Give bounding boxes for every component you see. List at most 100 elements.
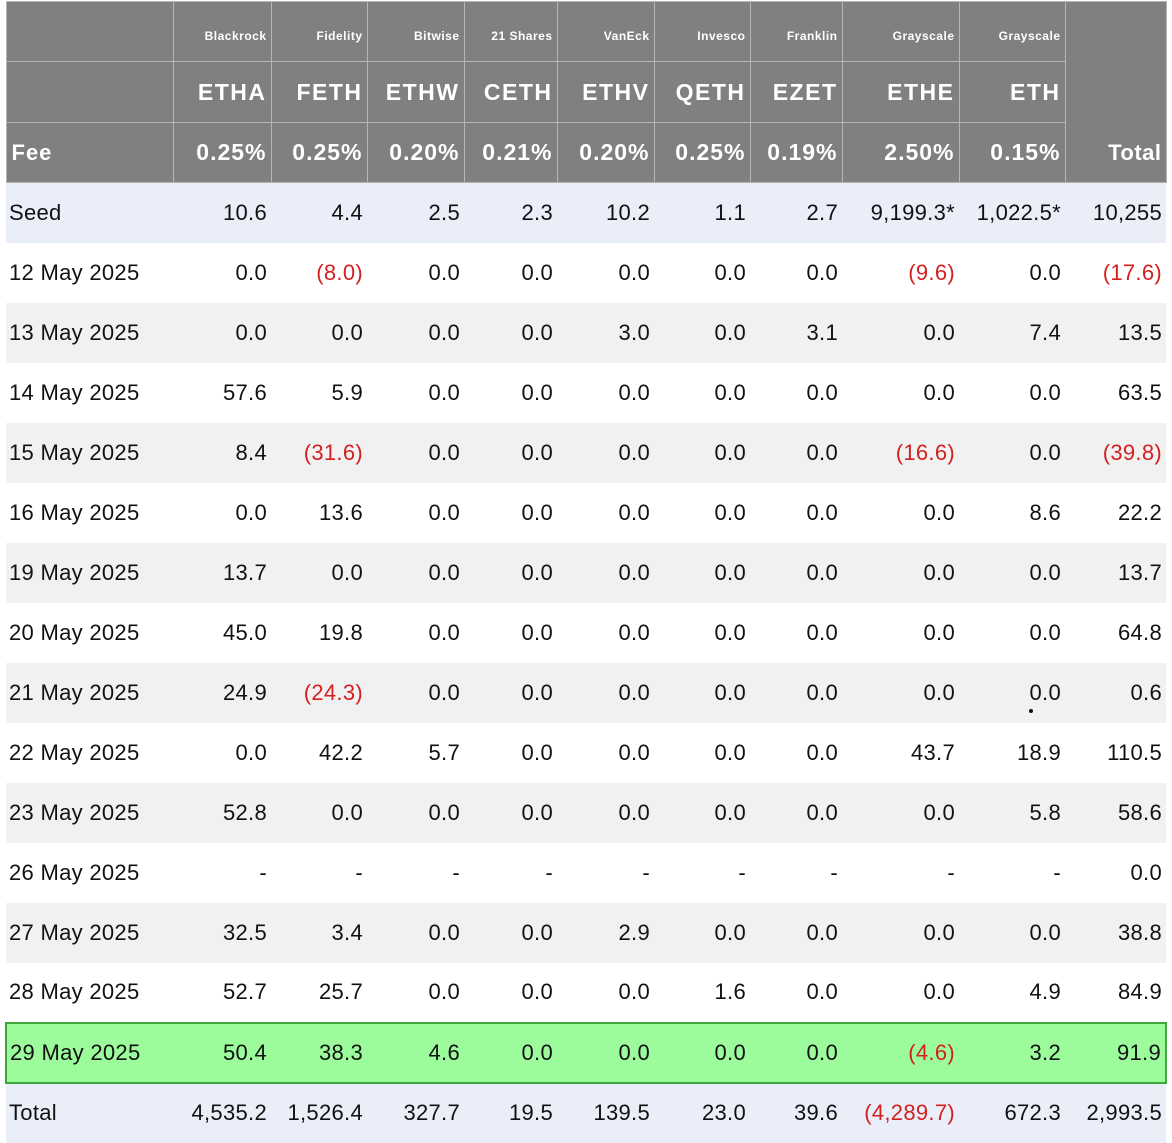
flow-value-cell: 139.5 <box>557 1082 654 1143</box>
flow-value-cell: (24.3) <box>271 662 367 723</box>
flow-value-cell: 2.3 <box>464 182 557 243</box>
row-date-label: 16 May 2025 <box>6 482 173 543</box>
flow-value-cell: (16.6) <box>842 422 959 483</box>
ticker-symbol: EZET <box>749 61 843 123</box>
table-row: 28 May 2025 52.7 25.7 0.0 0.0 0.0 1.6 0.0 0.0 4.9… <box>6 962 1166 1023</box>
flow-value-cell: 7.4 <box>959 302 1065 363</box>
table-row: 12 May 2025 0.0 (8.0) 0.0 0.0 0.0 0.0 0.0 (9.6) 0… <box>6 242 1166 303</box>
flow-value-cell: 0.0 <box>271 542 367 603</box>
flow-value-cell: 0.0 <box>654 602 750 663</box>
flow-value-cell: 0.0 <box>750 782 842 843</box>
flow-value-cell: 0.0 <box>959 542 1065 603</box>
flow-value-cell: 39.6 <box>750 1082 842 1143</box>
row-date-label: 14 May 2025 <box>6 362 173 423</box>
flow-value-cell: 0.0 <box>464 962 557 1023</box>
table-row: 14 May 2025 57.6 5.9 0.0 0.0 0.0 0.0 0.0 0.0 0.0 6… <box>6 362 1166 423</box>
flow-value-cell: - <box>842 842 959 903</box>
flow-value-cell: 0.0 <box>367 482 464 543</box>
flow-value-cell: 0.0 <box>750 362 842 423</box>
issuer-name: Invesco <box>653 1 751 62</box>
row-date-label: 12 May 2025 <box>6 242 173 303</box>
flow-value-cell: 0.0 <box>367 302 464 363</box>
flow-value-cell: 0.0 <box>464 542 557 603</box>
flow-value-cell: 4,535.2 <box>173 1082 271 1143</box>
flow-value-cell: 0.0 <box>750 1021 842 1084</box>
flow-value-cell: 1.1 <box>654 182 750 243</box>
flow-value-cell: 3.4 <box>271 902 367 963</box>
row-total-cell: 91.9 <box>1065 1021 1167 1084</box>
flow-value-cell: 0.0 <box>750 722 842 783</box>
row-total-cell: 2,993.5 <box>1065 1082 1166 1143</box>
flow-value-cell: (4,289.7) <box>842 1082 959 1143</box>
row-date-label: Total <box>6 1082 173 1143</box>
row-date-label: Seed <box>6 182 173 243</box>
flow-value-cell: 0.0 <box>557 242 654 303</box>
flow-value-cell: 0.0 <box>842 962 959 1023</box>
row-total-cell: 63.5 <box>1065 362 1166 423</box>
flow-value-cell: 0.0 <box>654 242 750 303</box>
flow-value-cell: 0.0 <box>367 242 464 303</box>
flow-value-cell: 0.0 <box>464 722 557 783</box>
table-row: 20 May 2025 45.0 19.8 0.0 0.0 0.0 0.0 0.0 0.0 0.0… <box>6 602 1166 663</box>
highlighted-table-row: 29 May 2025 50.4 38.3 4.6 0.0 0.0 0.0 0.0 (4.6) 3… <box>5 1021 1167 1084</box>
flow-value-cell: 0.0 <box>367 902 464 963</box>
flow-value-cell: 52.8 <box>173 782 271 843</box>
row-total-cell: 64.8 <box>1065 602 1166 663</box>
flow-value-cell: 0.0 <box>464 362 557 423</box>
flow-value-cell: 23.0 <box>654 1082 750 1143</box>
flow-value-cell: 0.0 <box>367 962 464 1023</box>
table-header: Blackrock Fidelity Bitwise 21 Shares VanEck I… <box>5 1 1167 183</box>
flow-value-cell: 0.0 <box>464 242 557 303</box>
flow-value-cell: 0.0 <box>557 542 654 603</box>
flow-value-cell: 0.0 <box>750 242 842 303</box>
row-date-label: 23 May 2025 <box>6 782 173 843</box>
flow-value-cell: 4.6 <box>367 1021 464 1084</box>
flow-value-cell: - <box>654 842 750 903</box>
table-row: 21 May 2025 24.9 (24.3) 0.0 0.0 0.0 0.0 0.0 0.0 0… <box>6 662 1166 723</box>
ticker-symbol: ETHW <box>366 61 465 123</box>
row-total-cell: 13.5 <box>1065 302 1166 363</box>
flow-value-cell: 52.7 <box>173 962 271 1023</box>
flow-value-cell: 0.0 <box>367 602 464 663</box>
issuer-name: Grayscale <box>841 1 960 62</box>
flow-value-cell: 0.0 <box>750 602 842 663</box>
flow-value-cell: 0.0 <box>842 482 959 543</box>
flow-value-cell: 0.0 <box>750 482 842 543</box>
row-total-cell: 110.5 <box>1065 722 1166 783</box>
issuer-name: Franklin <box>749 1 843 62</box>
flow-value-cell: 0.0 <box>464 482 557 543</box>
flow-value-cell: - <box>173 842 271 903</box>
flow-value-cell: 0.0 <box>959 662 1065 723</box>
row-total-cell: 38.8 <box>1065 902 1166 963</box>
flow-value-cell: 0.0 <box>654 422 750 483</box>
row-date-label: 29 May 2025 <box>5 1021 173 1084</box>
row-total-cell: (17.6) <box>1065 242 1166 303</box>
row-date-label: 22 May 2025 <box>6 722 173 783</box>
table-row: 27 May 2025 32.5 3.4 0.0 0.0 2.9 0.0 0.0 0.0 0.0 3… <box>6 902 1166 963</box>
table-row: 19 May 2025 13.7 0.0 0.0 0.0 0.0 0.0 0.0 0.0 0.0 1… <box>6 542 1166 603</box>
table-row: 23 May 2025 52.8 0.0 0.0 0.0 0.0 0.0 0.0 0.0 5.8 5… <box>6 782 1166 843</box>
row-total-cell: 13.7 <box>1065 542 1166 603</box>
row-total-cell: 10,255 <box>1065 182 1166 243</box>
flow-value-cell: 0.0 <box>654 542 750 603</box>
flow-value-cell: 0.0 <box>173 482 271 543</box>
flow-value-cell: 10.6 <box>173 182 271 243</box>
table-body: Seed 10.6 4.4 2.5 2.3 10.2 1.1 2.7 9,199.3* 1,022… <box>5 182 1167 1143</box>
flow-value-cell: 0.0 <box>750 962 842 1023</box>
flow-value-cell: 1.6 <box>654 962 750 1023</box>
flow-value-cell: 0.0 <box>271 302 367 363</box>
flow-value-cell: 0.0 <box>750 422 842 483</box>
flow-value-cell: 0.0 <box>842 902 959 963</box>
flow-value-cell: 2.7 <box>750 182 842 243</box>
flow-value-cell: - <box>750 842 842 903</box>
row-date-label: 15 May 2025 <box>6 422 173 483</box>
fee-value: 0.25% <box>270 122 368 183</box>
flow-value-cell: (9.6) <box>842 242 959 303</box>
row-date-label: 27 May 2025 <box>6 902 173 963</box>
flow-value-cell: 0.0 <box>557 482 654 543</box>
flow-value-cell: 0.0 <box>654 782 750 843</box>
flow-value-cell: 0.0 <box>464 1021 557 1084</box>
flow-value-cell: 13.6 <box>271 482 367 543</box>
issuer-name: Grayscale <box>958 1 1066 62</box>
issuer-name: Blackrock <box>172 1 272 62</box>
